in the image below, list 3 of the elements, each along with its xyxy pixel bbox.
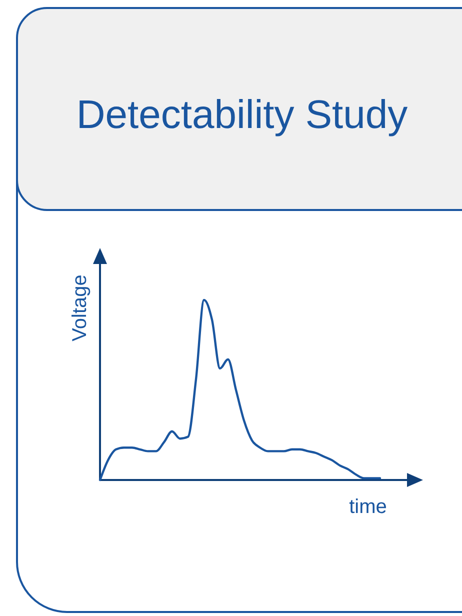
y-axis-title: Voltage [69, 274, 91, 342]
x-axis-title: time [349, 496, 387, 518]
chart-title: Detectability Study [76, 93, 408, 137]
